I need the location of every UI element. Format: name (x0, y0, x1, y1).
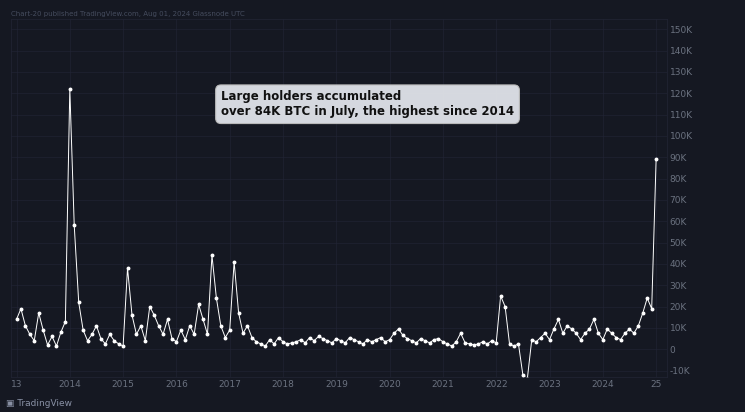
Text: ▣ TradingView: ▣ TradingView (6, 399, 72, 408)
Text: Large holders accumulated
over 84K BTC in July, the highest since 2014: Large holders accumulated over 84K BTC i… (221, 90, 514, 118)
Text: Chart-20 published TradingView.com, Aug 01, 2024 Glassnode UTC: Chart-20 published TradingView.com, Aug … (11, 11, 245, 17)
